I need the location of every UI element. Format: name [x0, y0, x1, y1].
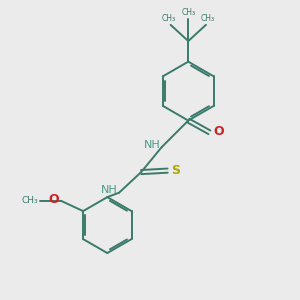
Text: CH₃: CH₃ [181, 8, 195, 17]
Text: O: O [213, 125, 224, 138]
Text: S: S [171, 164, 180, 177]
Text: NH: NH [144, 140, 160, 150]
Text: CH₃: CH₃ [162, 14, 176, 23]
Text: NH: NH [101, 185, 118, 195]
Text: O: O [48, 193, 58, 206]
Text: CH₃: CH₃ [21, 196, 38, 205]
Text: CH₃: CH₃ [200, 14, 214, 23]
